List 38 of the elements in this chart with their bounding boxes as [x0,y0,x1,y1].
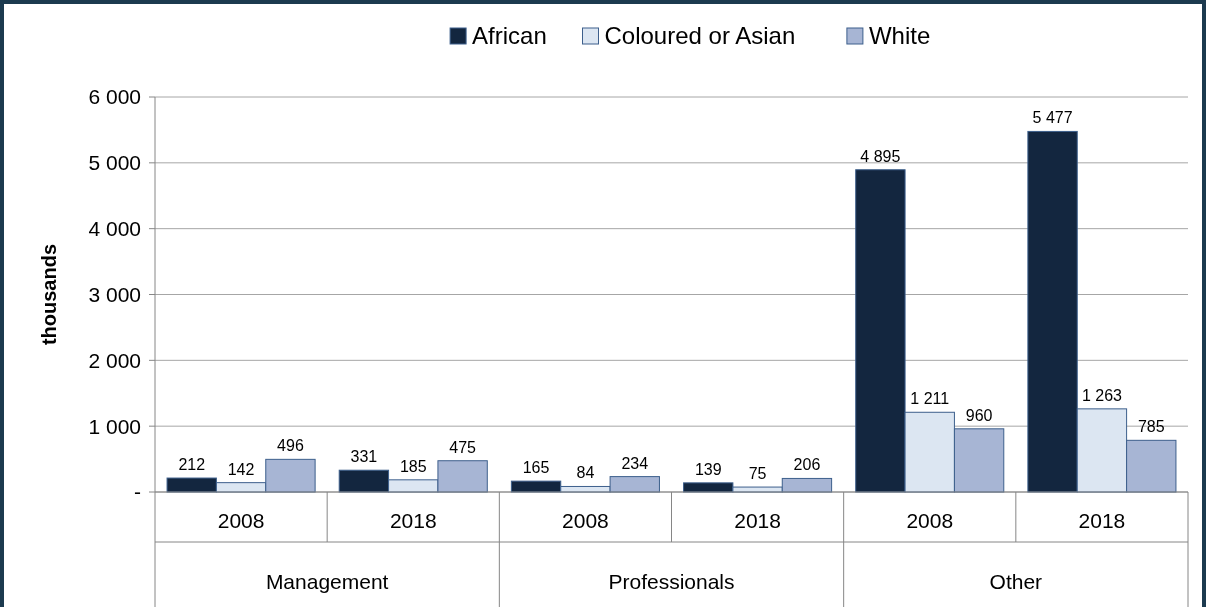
x-tick-label: 2018 [734,509,781,532]
data-label: 1 211 [910,390,950,408]
y-axis-title: thousands [38,243,60,346]
legend-label: Coloured or Asian [604,22,796,50]
y-tick-label: 5 000 [88,151,141,175]
data-label: 142 [227,460,255,478]
x-tick-label: 2018 [1078,509,1126,532]
data-label: 960 [965,406,993,424]
y-tick-label: 2 000 [88,348,141,372]
x-tick-label: 2008 [906,509,954,532]
y-tick-label: 3 000 [88,282,141,306]
x-tick-label: 2008 [562,509,609,532]
y-tick-label: 6 000 [88,85,141,109]
x-tick-label: 2008 [217,509,265,532]
data-label: 84 [576,464,595,482]
data-label: 4 895 [860,147,901,165]
data-label: 5 477 [1032,109,1073,127]
data-label: 234 [621,454,649,472]
y-tick-label: 1 000 [88,414,141,438]
y-tick-label: - [134,480,141,504]
legend-label: African [472,22,547,50]
data-label: 212 [178,456,206,474]
data-label: 139 [694,460,722,478]
data-label: 185 [399,457,427,475]
data-label: 331 [350,448,378,466]
data-label: 475 [449,438,477,456]
data-label: 1 263 [1081,386,1123,404]
data-label: 496 [277,437,304,455]
data-label: 785 [1137,418,1165,436]
x-tick-label: 2018 [389,509,437,532]
text: Management [265,570,389,593]
data-label: 165 [522,459,550,477]
data-label: 206 [793,456,821,474]
legend-label: White [868,22,931,50]
y-tick-label: 4 000 [88,217,141,241]
data-label: 75 [748,465,767,483]
text: Professionals [608,570,735,593]
text: Other [989,570,1043,593]
